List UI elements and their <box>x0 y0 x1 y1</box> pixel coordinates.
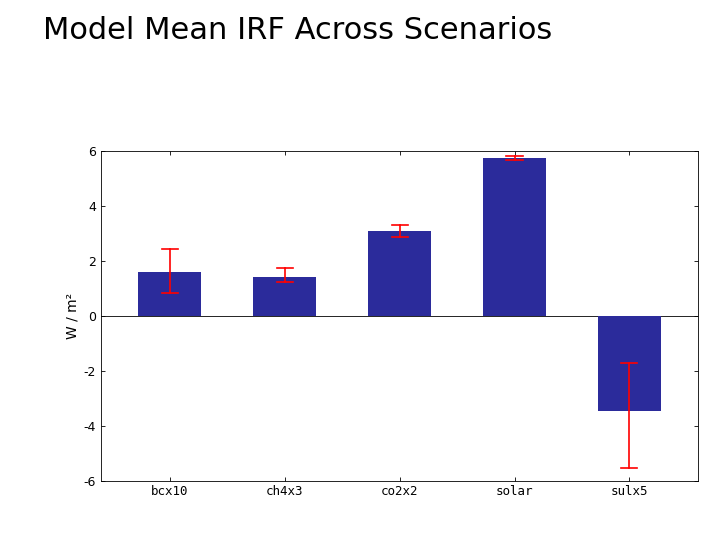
Bar <box>598 316 661 410</box>
Bar <box>138 272 202 316</box>
Text: Model Mean IRF Across Scenarios: Model Mean IRF Across Scenarios <box>43 16 552 45</box>
Bar <box>253 278 316 316</box>
Bar <box>483 158 546 316</box>
Bar <box>368 231 431 316</box>
Y-axis label: W / m²: W / m² <box>66 293 79 339</box>
